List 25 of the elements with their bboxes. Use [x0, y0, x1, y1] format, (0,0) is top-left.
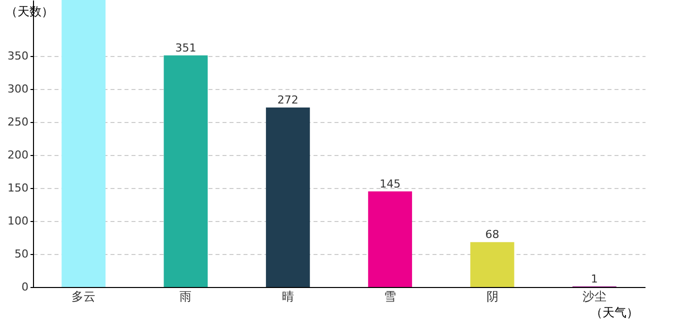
bar	[368, 191, 412, 287]
y-tick-label: 100	[8, 214, 28, 228]
x-tick-label: 雪	[384, 290, 396, 304]
x-tick-label: 晴	[282, 290, 294, 304]
bar	[164, 55, 208, 287]
bar	[266, 108, 310, 287]
x-tick-label: 雨	[180, 290, 192, 304]
bar	[62, 0, 106, 287]
y-tick-label: 150	[8, 182, 28, 195]
data-label: 351	[175, 41, 196, 54]
y-tick-label: 350	[8, 50, 28, 63]
x-tick-label: 阴	[486, 290, 498, 304]
x-axis-title: （天气）	[590, 306, 638, 320]
data-label: 145	[380, 177, 401, 190]
y-tick-label: 50	[14, 248, 28, 261]
bar	[470, 242, 514, 287]
data-label: 68	[485, 228, 500, 242]
x-tick-label: 多云	[72, 290, 96, 304]
y-tick-label: 300	[8, 82, 28, 96]
data-label: 272	[277, 94, 298, 107]
y-tick-label: 250	[8, 116, 28, 129]
data-label: 1	[590, 272, 598, 286]
x-tick-label: 沙尘	[582, 290, 606, 304]
y-tick-label: 0	[22, 280, 28, 294]
y-tick-label: 200	[8, 148, 28, 162]
